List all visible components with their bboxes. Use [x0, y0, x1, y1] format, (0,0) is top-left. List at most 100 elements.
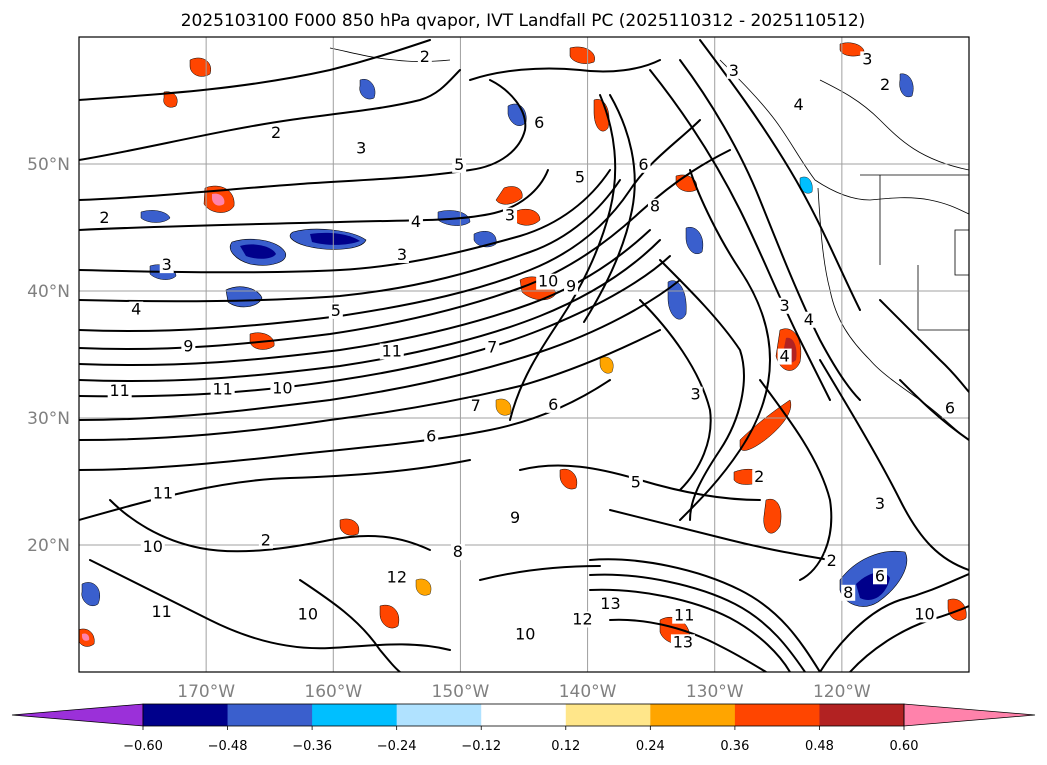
contour-label-bg	[270, 380, 295, 397]
contour-label: 5	[454, 155, 464, 174]
contour-label-bg	[269, 125, 284, 142]
contour-label: 9	[566, 277, 576, 296]
longitude-tick-label: 150°W	[432, 682, 490, 702]
map-frame	[78, 36, 970, 673]
contour-label-bg	[628, 474, 643, 491]
contour-label: 2	[827, 551, 837, 570]
contour-label: 7	[471, 396, 481, 415]
contour-label: 3	[505, 206, 515, 225]
contour-label-bg	[140, 539, 165, 556]
contour-label: 4	[131, 300, 141, 319]
contour-label: 11	[151, 602, 171, 621]
contour-label-bg	[777, 348, 792, 365]
contour-label-bg	[636, 156, 651, 173]
contour-label: 3	[875, 494, 885, 513]
contour-label: 12	[387, 568, 407, 587]
contour-label: 11	[153, 484, 173, 503]
contour-label-bg	[97, 210, 112, 227]
contour-label-bg	[546, 396, 561, 413]
contour-label: 2	[880, 75, 890, 94]
contour-label: 6	[945, 399, 955, 418]
contour-label-bg	[394, 246, 409, 263]
contour-label-bg	[688, 386, 703, 403]
latitude-ticks: 20°N 30°N 40°N 50°N	[27, 155, 70, 556]
contour-label-bg	[107, 382, 132, 399]
contour-label-bg	[408, 213, 423, 230]
contour-label-bg	[129, 301, 144, 318]
contour-label: 10	[914, 604, 934, 623]
contour-label-bg	[878, 76, 893, 93]
latitude-tick-label: 20°N	[27, 536, 70, 556]
contour-label: 5	[331, 301, 341, 320]
contour-label-bg	[258, 532, 273, 549]
colorbar-tick-label: −0.36	[292, 739, 332, 754]
contour-label-bg	[841, 584, 856, 601]
contour-label: 3	[691, 385, 701, 404]
contour-label-bg	[672, 607, 697, 624]
contour-label: 10	[272, 378, 292, 397]
colorbar-segment	[734, 704, 820, 726]
contour-label-bg	[384, 569, 409, 586]
colorbar-tick-label: −0.48	[208, 739, 248, 754]
colorbar-tick-label: 0.12	[551, 739, 580, 754]
latitude-tick-label: 30°N	[27, 409, 70, 429]
colorbar-extend-low	[11, 703, 144, 727]
contour-label: 11	[674, 606, 694, 625]
contour-label: 13	[673, 632, 693, 651]
colorbar-tick-label: 0.24	[636, 739, 665, 754]
contour-label: 8	[843, 583, 853, 602]
colorbar-segment	[481, 704, 567, 726]
contour-label-bg	[647, 198, 662, 215]
contour-label-bg	[670, 634, 695, 651]
contour-label-bg	[598, 596, 623, 613]
contour-label-bg	[791, 97, 806, 114]
contour-label-bg	[873, 568, 887, 585]
longitude-tick-label: 160°W	[304, 682, 362, 702]
colorbar-segment	[565, 704, 651, 726]
contour-label: 6	[875, 566, 885, 585]
contour-label: 10	[538, 272, 558, 291]
contour-label: 4	[794, 95, 804, 114]
contour-label-bg	[824, 553, 839, 570]
contour-label: 4	[780, 347, 790, 366]
contour-label: 10	[143, 537, 163, 556]
latitude-tick-label: 40°N	[27, 282, 70, 302]
longitude-tick-label: 140°W	[559, 682, 617, 702]
contour-label: 6	[426, 427, 436, 446]
contour-label-bg	[532, 114, 547, 131]
contour-label: 4	[804, 310, 814, 329]
contour-label-bg	[450, 544, 465, 561]
graticule	[79, 37, 969, 672]
colorbar-segment	[143, 704, 229, 726]
contour-label-bg	[210, 381, 235, 398]
contour-label-bg	[513, 626, 538, 643]
contour-label: 2	[754, 467, 764, 486]
contour-label: 8	[650, 197, 660, 216]
contour-label-bg	[328, 302, 343, 319]
contour-label: 3	[356, 138, 366, 157]
colorbar-segment	[650, 704, 736, 726]
contour-label-bg	[726, 62, 741, 79]
colorbar-segment	[312, 704, 398, 726]
contour-label: 3	[397, 245, 407, 264]
longitude-ticks: 170°W 160°W 150°W 140°W 130°W 120°W	[177, 682, 871, 702]
contour-label-bg	[503, 207, 518, 224]
contour-label: 2	[99, 208, 109, 227]
longitude-tick-label: 130°W	[686, 682, 744, 702]
contour-label-bg	[149, 603, 174, 620]
contour-label-bg	[873, 495, 887, 512]
contour-label: 2	[420, 47, 430, 66]
contour-label: 11	[110, 381, 130, 400]
colorbar-tick-label: 0.60	[890, 739, 919, 754]
colorbar-segment	[819, 704, 905, 726]
colorbar-tick-label: −0.24	[377, 739, 417, 754]
contour-label: 3	[729, 61, 739, 80]
contour-label: 8	[453, 542, 463, 561]
contour-label: 6	[638, 155, 648, 174]
contour-label: 7	[487, 338, 497, 357]
contour-label-bg	[752, 469, 767, 486]
contour-label: 11	[382, 342, 402, 361]
contour-label-bg	[860, 51, 875, 68]
contour-label: 2	[271, 123, 281, 142]
